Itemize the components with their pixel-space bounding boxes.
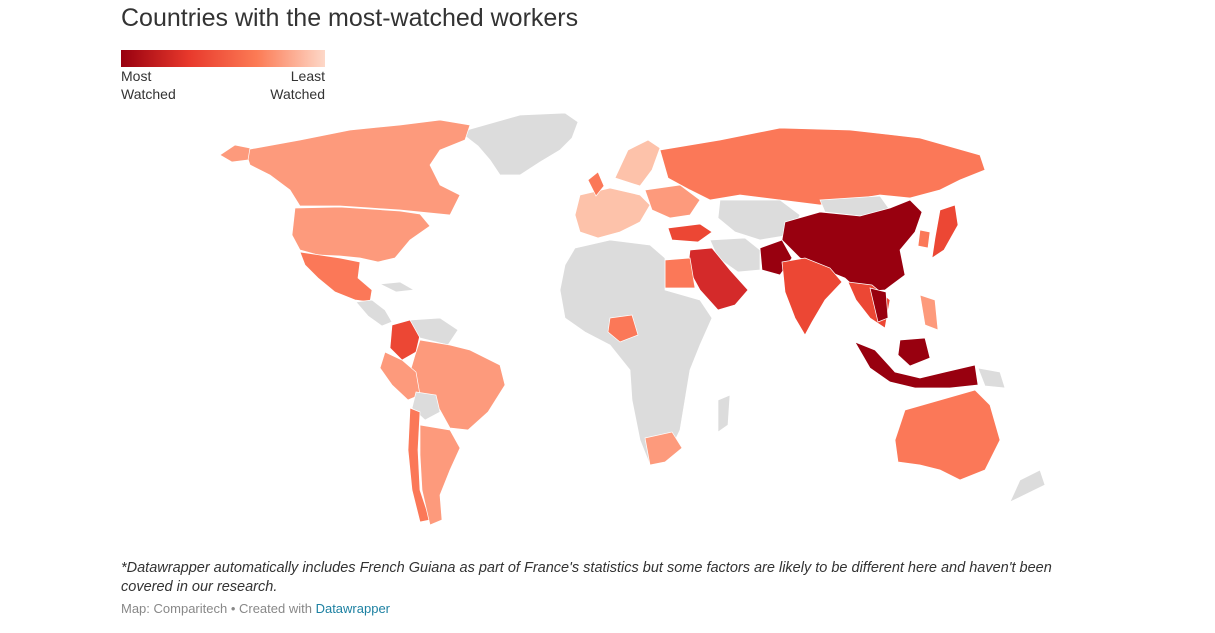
- world-map: [219, 112, 1046, 526]
- country-central-asia[interactable]: [717, 199, 801, 241]
- country-australia[interactable]: [894, 389, 1001, 481]
- country-western-europe[interactable]: [574, 187, 651, 239]
- country-argentina[interactable]: [419, 424, 461, 526]
- country-south-africa[interactable]: [644, 431, 683, 466]
- country-central-america[interactable]: [355, 299, 393, 327]
- country-venezuela[interactable]: [409, 317, 459, 346]
- map-title: Countries with the most-watched workers: [121, 4, 579, 32]
- legend-least-label: Least Watched: [270, 68, 325, 102]
- country-usa-alaska[interactable]: [219, 144, 251, 163]
- country-mexico[interactable]: [299, 251, 373, 303]
- datawrapper-link[interactable]: Datawrapper: [315, 601, 391, 616]
- color-legend: Most Watched Least Watched: [121, 50, 325, 103]
- country-korea[interactable]: [917, 229, 931, 249]
- legend-most-label: Most Watched: [121, 68, 176, 102]
- country-cuba[interactable]: [378, 281, 416, 293]
- country-eastern-europe[interactable]: [644, 184, 701, 219]
- credit-prefix: Map: Comparitech • Created with: [121, 601, 316, 616]
- country-peru[interactable]: [379, 351, 421, 401]
- legend-gradient-bar: [121, 50, 325, 67]
- country-nigeria[interactable]: [607, 314, 639, 343]
- country-japan[interactable]: [931, 204, 959, 259]
- country-canada[interactable]: [244, 119, 471, 216]
- footnote: *Datawrapper automatically includes Fren…: [121, 560, 1052, 595]
- country-png[interactable]: [977, 367, 1006, 389]
- country-egypt[interactable]: [664, 257, 696, 289]
- country-indonesia[interactable]: [854, 341, 979, 389]
- country-vietnam[interactable]: [869, 287, 889, 323]
- country-scandinavia[interactable]: [614, 139, 661, 187]
- country-russia[interactable]: [659, 127, 986, 206]
- country-madagascar[interactable]: [717, 394, 731, 433]
- country-new-zealand[interactable]: [1009, 469, 1046, 503]
- country-philippines[interactable]: [919, 294, 939, 331]
- country-usa[interactable]: [291, 206, 431, 263]
- country-uk[interactable]: [587, 171, 605, 197]
- country-india[interactable]: [781, 257, 843, 336]
- credit-line: Map: Comparitech • Created with Datawrap…: [121, 601, 390, 616]
- country-borneo[interactable]: [897, 337, 931, 367]
- country-turkey[interactable]: [667, 223, 713, 243]
- country-greenland[interactable]: [459, 112, 579, 176]
